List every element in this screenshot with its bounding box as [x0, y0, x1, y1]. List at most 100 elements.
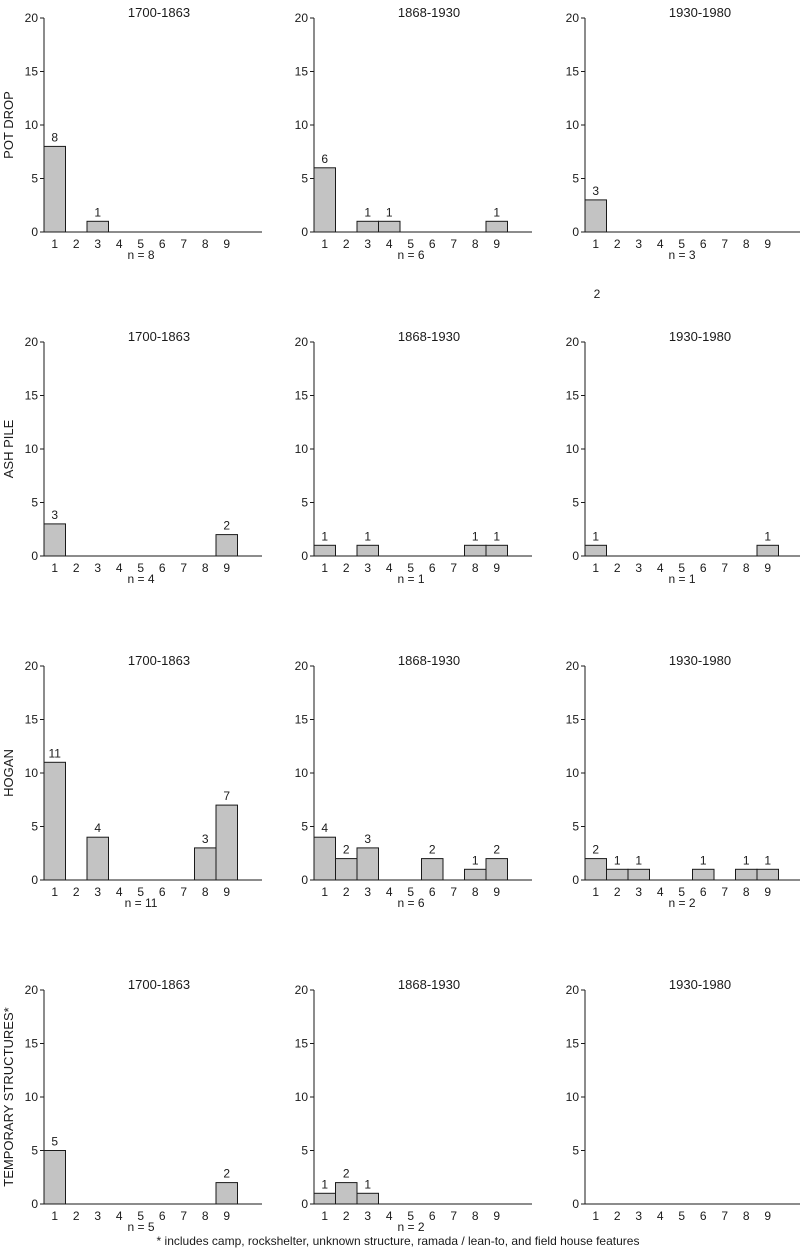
bar [43, 1150, 66, 1205]
x-tick-label: 4 [116, 561, 123, 575]
x-tick-label: 5 [678, 561, 685, 575]
x-tick-label: 6 [429, 1209, 436, 1223]
bar-value-label: 1 [386, 205, 393, 219]
x-tick-label: 2 [73, 885, 80, 899]
panel-title: 1700-1863 [128, 653, 190, 668]
x-tick-label: 7 [721, 885, 728, 899]
bar [756, 868, 779, 881]
y-tick-label: 15 [25, 65, 39, 79]
bar-value-label: 7 [223, 789, 230, 803]
bar [356, 847, 379, 881]
row-label: HOGAN [1, 749, 16, 797]
y-tick-label: 20 [25, 659, 39, 673]
bar-value-label: 3 [51, 508, 58, 522]
bar [356, 220, 379, 233]
bar [464, 868, 487, 881]
y-tick-label: 15 [25, 389, 39, 403]
y-tick-label: 20 [295, 659, 309, 673]
bar-value-label: 4 [321, 821, 328, 835]
x-tick-label: 7 [180, 885, 187, 899]
stray-label: 2 [594, 287, 601, 301]
bar-value-label: 11 [49, 746, 62, 760]
x-tick-label: 7 [180, 1209, 187, 1223]
y-tick-label: 5 [572, 1144, 579, 1158]
bar-value-label: 4 [94, 821, 101, 835]
x-tick-label: 1 [51, 885, 58, 899]
y-tick-label: 0 [301, 1197, 308, 1211]
x-tick-label: 9 [223, 237, 230, 251]
bar [584, 199, 607, 233]
x-tick-label: 7 [721, 237, 728, 251]
bar-value-label: 2 [429, 843, 436, 857]
bar-value-label: 3 [592, 184, 599, 198]
x-tick-label: 5 [137, 1209, 144, 1223]
panel-title: 1930-1980 [669, 329, 731, 344]
x-tick-label: 6 [700, 237, 707, 251]
x-tick-label: 9 [764, 885, 771, 899]
bar-value-label: 1 [614, 853, 621, 867]
x-tick-label: 2 [343, 561, 350, 575]
x-tick-label: 5 [137, 885, 144, 899]
n-label: n = 2 [397, 1220, 424, 1234]
bar-value-label: 1 [743, 853, 750, 867]
x-tick-label: 5 [678, 237, 685, 251]
x-tick-label: 7 [450, 885, 457, 899]
bar [313, 544, 336, 557]
bar [215, 534, 238, 557]
y-tick-label: 15 [25, 713, 39, 727]
bar [421, 858, 444, 881]
x-tick-label: 8 [472, 885, 479, 899]
y-tick-label: 10 [295, 1090, 309, 1104]
x-tick-label: 6 [429, 561, 436, 575]
y-tick-label: 15 [25, 1037, 39, 1051]
bar-value-label: 2 [592, 843, 599, 857]
x-tick-label: 4 [386, 237, 393, 251]
bar [735, 868, 758, 881]
y-tick-label: 10 [25, 1090, 39, 1104]
y-tick-label: 10 [566, 442, 580, 456]
x-tick-label: 3 [635, 885, 642, 899]
x-tick-label: 6 [159, 561, 166, 575]
n-label: n = 3 [668, 248, 695, 262]
bar [215, 1182, 238, 1205]
bar-value-label: 1 [493, 205, 500, 219]
bar-value-label: 6 [321, 152, 328, 166]
x-tick-label: 8 [743, 237, 750, 251]
bar [86, 220, 109, 233]
y-tick-label: 15 [566, 389, 580, 403]
y-tick-label: 10 [295, 118, 309, 132]
y-tick-label: 15 [566, 713, 580, 727]
bar-value-label: 1 [364, 529, 371, 543]
x-tick-label: 9 [764, 561, 771, 575]
x-tick-label: 3 [635, 561, 642, 575]
y-tick-label: 20 [566, 659, 580, 673]
bar [356, 544, 379, 557]
bar-value-label: 3 [202, 832, 209, 846]
y-tick-label: 10 [25, 118, 39, 132]
y-tick-label: 5 [31, 820, 38, 834]
y-tick-label: 5 [301, 1144, 308, 1158]
bar-value-label: 1 [94, 205, 101, 219]
y-tick-label: 5 [31, 1144, 38, 1158]
x-tick-label: 8 [202, 237, 209, 251]
bar [86, 836, 109, 881]
n-label: n = 5 [127, 1220, 154, 1234]
x-tick-label: 4 [386, 1209, 393, 1223]
bar [584, 544, 607, 557]
bar [313, 836, 336, 881]
x-tick-label: 6 [700, 1209, 707, 1223]
row-label: ASH PILE [1, 419, 16, 478]
x-tick-label: 8 [202, 561, 209, 575]
panel-title: 1868-1930 [398, 653, 460, 668]
bar-value-label: 2 [223, 1167, 230, 1181]
x-tick-label: 3 [94, 237, 101, 251]
y-tick-label: 20 [25, 983, 39, 997]
chart-row-4: TEMPORARY STRUCTURES*1700-18630510152051… [1, 977, 800, 1234]
y-tick-label: 15 [566, 1037, 580, 1051]
y-tick-label: 10 [25, 766, 39, 780]
y-tick-label: 10 [566, 766, 580, 780]
